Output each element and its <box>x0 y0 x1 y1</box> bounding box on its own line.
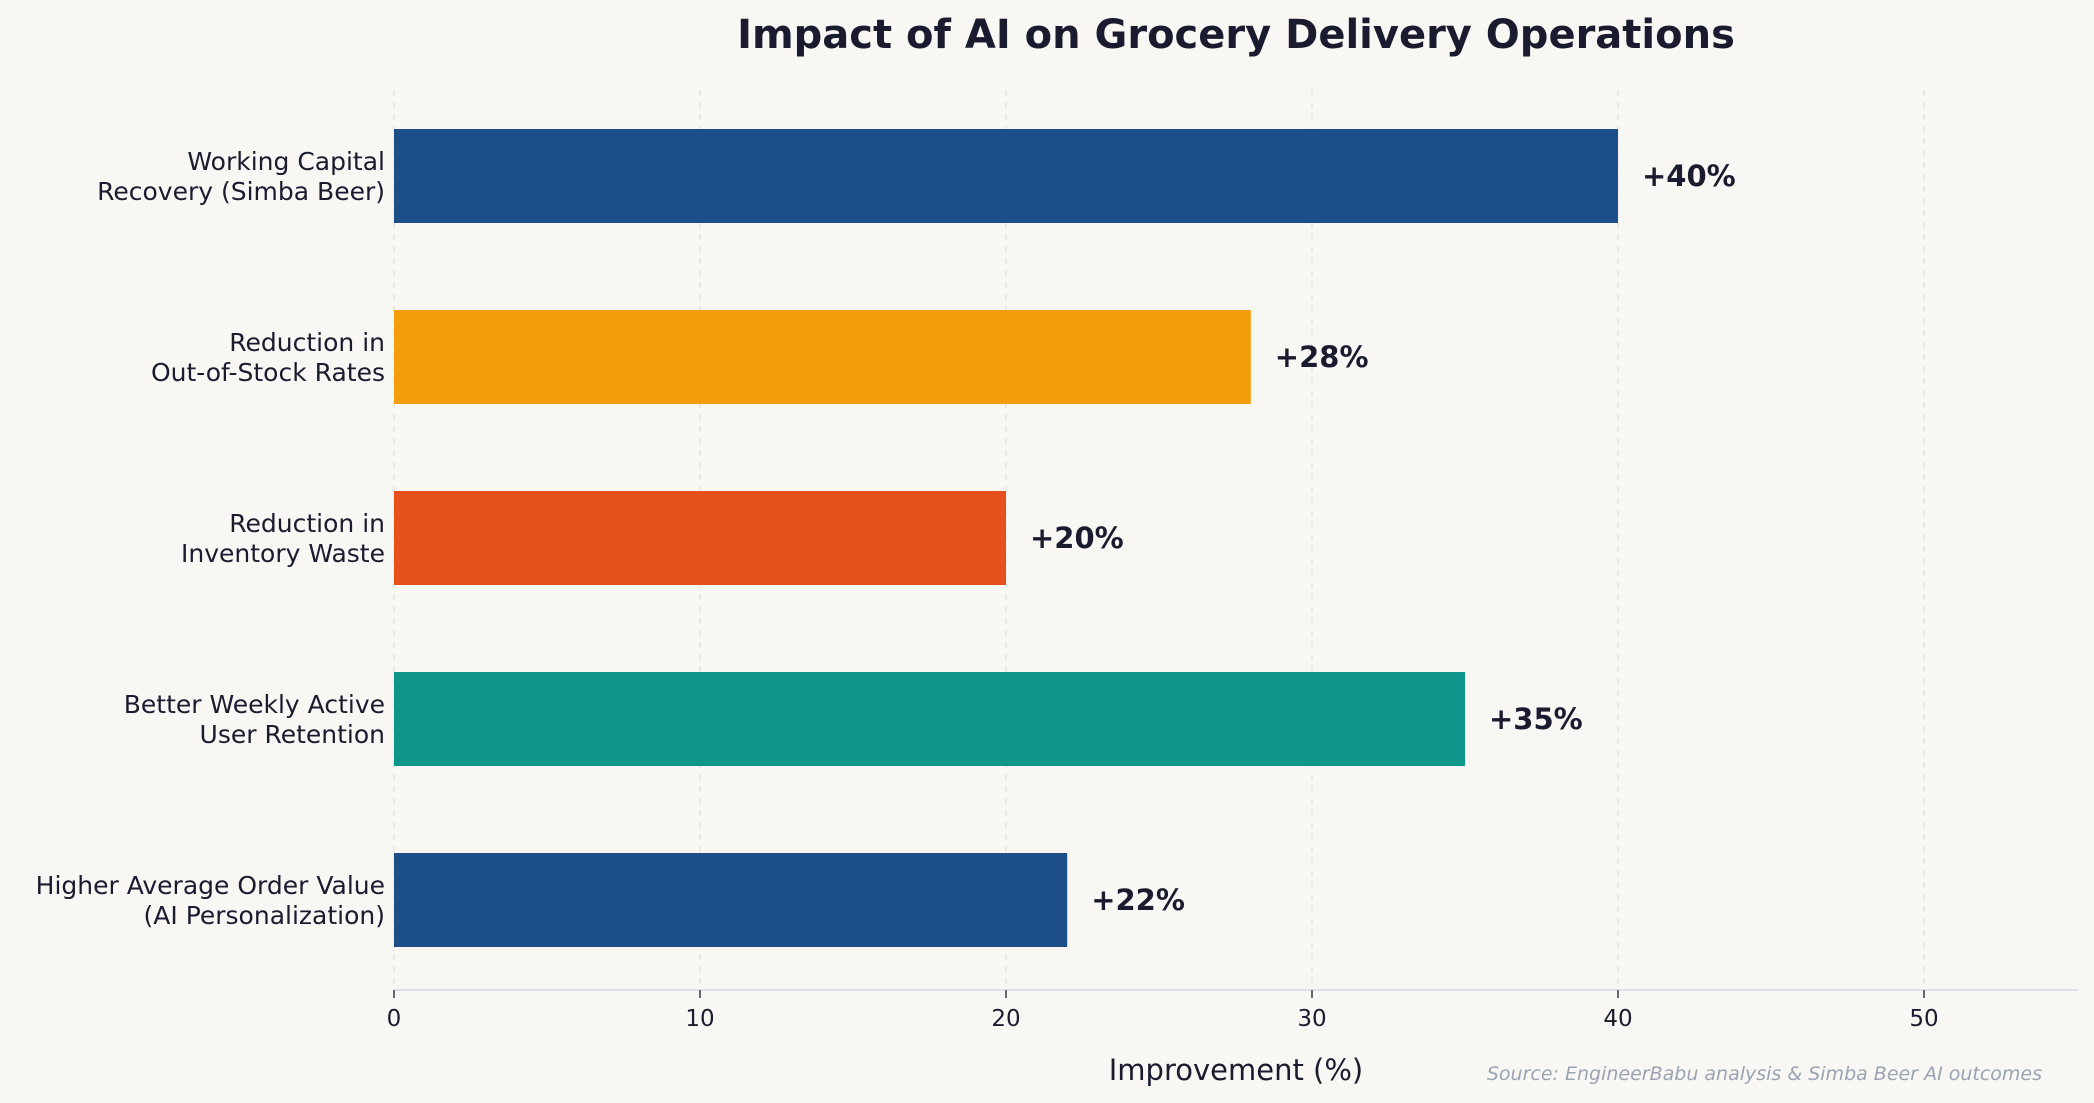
category-label: Reduction in <box>229 328 385 357</box>
x-tick-label: 50 <box>1909 1006 1938 1032</box>
x-axis-label: Improvement (%) <box>1109 1053 1364 1087</box>
category-label: Out-of-Stock Rates <box>151 358 385 387</box>
x-tick-label: 0 <box>387 1006 402 1032</box>
bar-value-label: +20% <box>1030 521 1124 555</box>
category-label: User Retention <box>200 720 385 749</box>
category-label: Recovery (Simba Beer) <box>97 177 385 206</box>
x-tick-label: 10 <box>685 1006 714 1032</box>
bars <box>394 129 1618 947</box>
chart-title: Impact of AI on Grocery Delivery Operati… <box>737 12 1735 58</box>
x-ticks: 0 10 20 30 40 50 <box>387 990 1939 1032</box>
x-tick-label: 40 <box>1603 1006 1632 1032</box>
bar <box>394 853 1068 947</box>
source-note: Source: EngineerBabu analysis & Simba Be… <box>1487 1063 2042 1085</box>
bar <box>394 491 1006 585</box>
category-label: Reduction in <box>229 509 385 538</box>
category-label: (AI Personalization) <box>144 901 385 930</box>
bar-value-label: +28% <box>1275 340 1369 374</box>
x-tick-label: 30 <box>1297 1006 1326 1032</box>
x-tick-label: 20 <box>991 1006 1020 1032</box>
value-labels: +40% +28% +20% +35% +22% <box>1030 159 1736 917</box>
bar <box>394 310 1251 404</box>
category-label: Working Capital <box>187 147 385 176</box>
category-label: Higher Average Order Value <box>36 871 385 900</box>
bar-value-label: +35% <box>1489 702 1583 736</box>
bar <box>394 129 1618 223</box>
bar <box>394 672 1465 766</box>
bar-value-label: +40% <box>1642 159 1736 193</box>
bar-value-label: +22% <box>1091 883 1185 917</box>
category-label: Better Weekly Active <box>124 690 385 719</box>
category-label: Inventory Waste <box>181 539 385 568</box>
